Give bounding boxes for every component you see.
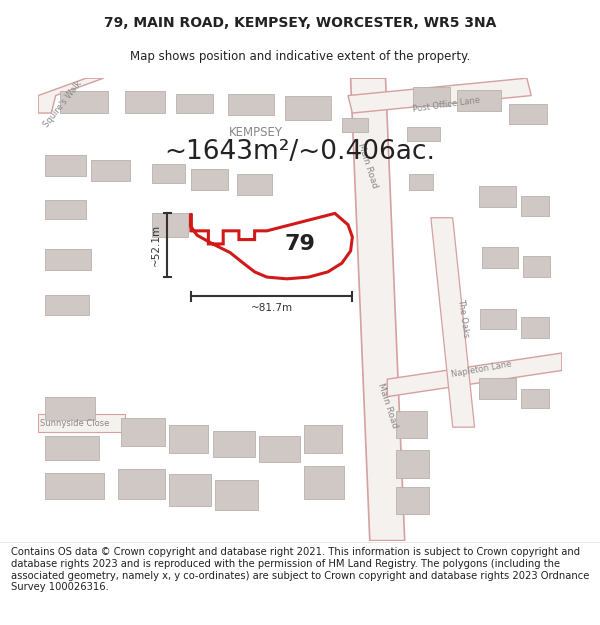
Polygon shape xyxy=(45,200,86,219)
Polygon shape xyxy=(45,294,89,316)
Polygon shape xyxy=(215,479,258,510)
Polygon shape xyxy=(304,466,344,499)
Polygon shape xyxy=(407,127,440,141)
Polygon shape xyxy=(38,78,104,113)
Polygon shape xyxy=(60,91,108,113)
Polygon shape xyxy=(169,474,211,506)
Polygon shape xyxy=(45,249,91,270)
Polygon shape xyxy=(396,486,429,514)
Polygon shape xyxy=(348,78,531,113)
Text: ~81.7m: ~81.7m xyxy=(251,303,293,313)
Polygon shape xyxy=(259,436,300,462)
Text: ~1643m²/~0.406ac.: ~1643m²/~0.406ac. xyxy=(165,139,436,165)
Polygon shape xyxy=(387,353,562,397)
Polygon shape xyxy=(457,91,501,111)
Polygon shape xyxy=(152,164,185,183)
Polygon shape xyxy=(125,91,165,113)
Polygon shape xyxy=(479,186,517,208)
Polygon shape xyxy=(480,309,517,329)
Polygon shape xyxy=(191,213,352,279)
Text: Post Office Lane: Post Office Lane xyxy=(412,95,481,114)
Text: Contains OS data © Crown copyright and database right 2021. This information is : Contains OS data © Crown copyright and d… xyxy=(11,548,589,592)
Polygon shape xyxy=(91,160,130,181)
Polygon shape xyxy=(342,118,368,132)
Polygon shape xyxy=(479,378,517,399)
Polygon shape xyxy=(237,174,272,195)
Polygon shape xyxy=(45,472,104,499)
Polygon shape xyxy=(45,155,86,176)
Polygon shape xyxy=(521,196,549,216)
Text: KEMPSEY: KEMPSEY xyxy=(229,126,283,139)
Polygon shape xyxy=(285,96,331,120)
Polygon shape xyxy=(121,419,165,446)
Polygon shape xyxy=(350,78,405,541)
Polygon shape xyxy=(523,256,550,277)
Polygon shape xyxy=(521,318,549,338)
Polygon shape xyxy=(521,389,549,408)
Polygon shape xyxy=(169,426,208,453)
Polygon shape xyxy=(213,431,254,457)
Polygon shape xyxy=(152,213,188,237)
Polygon shape xyxy=(176,94,213,113)
Polygon shape xyxy=(38,414,125,431)
Polygon shape xyxy=(45,436,99,461)
Text: Main Road: Main Road xyxy=(356,142,380,189)
Polygon shape xyxy=(229,94,274,115)
Text: Sunnyside Close: Sunnyside Close xyxy=(40,419,110,428)
Polygon shape xyxy=(413,87,450,106)
Polygon shape xyxy=(482,248,518,268)
Text: Map shows position and indicative extent of the property.: Map shows position and indicative extent… xyxy=(130,50,470,62)
Polygon shape xyxy=(118,469,165,499)
Polygon shape xyxy=(396,450,429,478)
Polygon shape xyxy=(191,169,229,190)
Text: Napleton Lane: Napleton Lane xyxy=(451,360,512,379)
Text: Squire's Walk: Squire's Walk xyxy=(42,79,83,129)
Polygon shape xyxy=(431,217,475,427)
Polygon shape xyxy=(409,174,433,190)
Polygon shape xyxy=(396,411,427,437)
Text: Main Road: Main Road xyxy=(376,382,399,429)
Text: The Oaks: The Oaks xyxy=(456,298,470,338)
Text: ~52.1m: ~52.1m xyxy=(151,224,161,266)
Polygon shape xyxy=(304,426,342,453)
Text: 79: 79 xyxy=(284,234,316,254)
Text: 79, MAIN ROAD, KEMPSEY, WORCESTER, WR5 3NA: 79, MAIN ROAD, KEMPSEY, WORCESTER, WR5 3… xyxy=(104,16,496,31)
Polygon shape xyxy=(45,397,95,420)
Polygon shape xyxy=(509,104,547,124)
